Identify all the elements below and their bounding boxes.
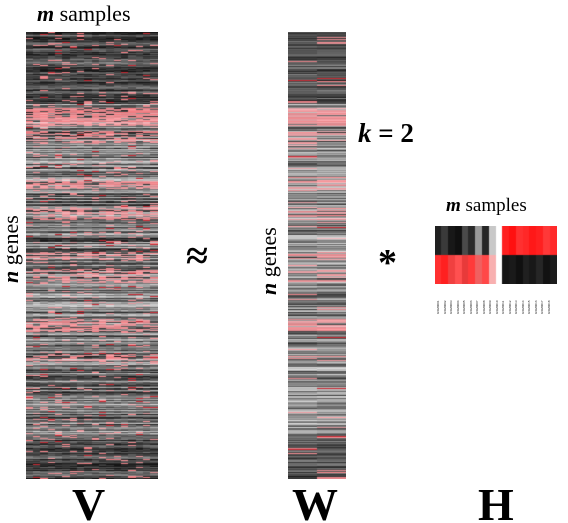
h-matrix-heatmap [435, 226, 557, 284]
h-column-label: GSM0015 [527, 300, 531, 314]
w-genes-label: n genes [256, 227, 281, 295]
h-column-label: GSM0007 [475, 300, 479, 314]
v-matrix-heatmap [26, 32, 158, 479]
w-matrix-letter: W [292, 479, 338, 523]
v-genes-label: n genes [0, 215, 23, 283]
times-symbol: * [378, 242, 397, 284]
h-column-label: GSM0011 [501, 300, 505, 314]
h-column-label: GSM0018 [546, 300, 551, 314]
h-column-label: GSM0009 [488, 300, 492, 314]
k-equals-label: k = 2 [358, 118, 414, 148]
v-matrix-letter: V [72, 479, 106, 523]
h-heatmap-canvas [435, 226, 557, 284]
w-matrix-heatmap [288, 32, 346, 479]
w-heatmap-canvas [288, 32, 346, 479]
h-matrix-letter: H [478, 479, 514, 523]
v-heatmap-canvas [26, 32, 158, 479]
h-column-label: GSM0001 [436, 300, 440, 314]
h-column-labels: GSM0001 GSM0002 GSM0003 GSM0004 GSM0005 GSM00… [435, 288, 552, 314]
v-samples-label: m samples [37, 1, 131, 26]
h-column-label: GSM0005 [462, 300, 466, 314]
h-column-label: GSM0003 [449, 300, 453, 314]
h-samples-label: m samples [446, 195, 527, 216]
approx-symbol: ≈ [186, 233, 208, 278]
h-column-label: GSM0017 [540, 300, 544, 314]
h-column-label: GSM0013 [514, 300, 518, 314]
